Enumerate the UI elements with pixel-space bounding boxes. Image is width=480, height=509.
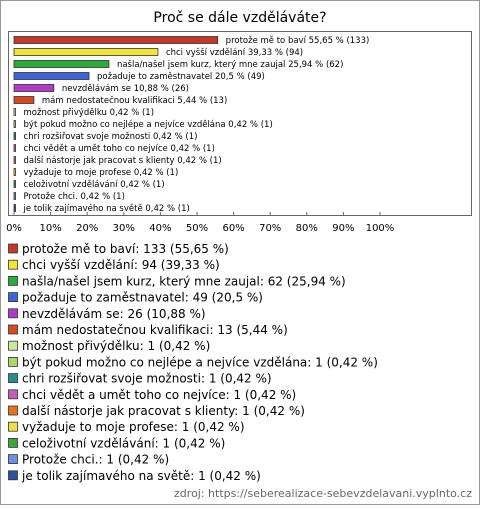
legend-label: našla/našel jsem kurz, který mne zaujal:… [22, 274, 346, 288]
x-tick-label: 10% [39, 223, 61, 234]
x-tick-label: 80% [296, 223, 318, 234]
x-tick-label: 90% [332, 223, 354, 234]
bar-label: celoživotní vzdělávání 0,42 % (1) [24, 180, 165, 190]
chart-title: Proč se dále vzděláváte? [153, 10, 326, 26]
bar [13, 108, 16, 116]
legend-swatch [8, 275, 18, 286]
bar-label: Protože chci. 0,42 % (1) [24, 192, 125, 202]
bar [13, 168, 16, 176]
bar [13, 132, 16, 140]
x-tick-label: 50% [186, 223, 208, 234]
bar-label: mám nedostatečnou kvalifikaci 5,44 % (13… [42, 95, 227, 106]
legend-label: nevzdělávám se: 26 (10,88 %) [22, 307, 206, 321]
bar [13, 84, 55, 92]
legend-swatch [8, 470, 18, 481]
bar-label: protože mě to baví 55,65 % (133) [226, 36, 370, 46]
legend-label: chci vyšší vzdělání: 94 (39,33 %) [22, 258, 220, 272]
x-tick-label: 70% [259, 223, 281, 234]
legend-swatch [8, 292, 18, 303]
x-tick-label: 20% [76, 223, 98, 234]
legend-label: Protože chci.: 1 (0,42 %) [22, 453, 169, 467]
bar-label: našla/našel jsem kurz, který mne zaujal … [117, 59, 343, 70]
legend-label: další nástorje jak pracovat s klienty: 1… [22, 404, 305, 418]
legend-label: je tolik zajímavého na světě: 1 (0,42 %) [21, 469, 261, 483]
legend-swatch [8, 421, 18, 432]
legend-label: celoživotní vzdělávání: 1 (0,42 %) [22, 436, 225, 450]
legend-swatch [8, 340, 18, 351]
bar-label: chri rozšiřovat svoje možnosti 0,42 % (1… [24, 131, 198, 142]
bar-label: možnost přivýdělku 0,42 % (1) [24, 108, 155, 118]
bar [13, 96, 35, 104]
bar [13, 204, 16, 212]
bar-label: požaduje to zaměstnavatel 20,5 % (49) [97, 72, 265, 82]
legend-swatch [8, 356, 18, 367]
bar [13, 60, 110, 68]
source-note: zdroj: https://seberealizace-sebevzdelav… [174, 487, 472, 500]
bar [13, 36, 219, 44]
legend-label: chri rozšiřovat svoje možnosti: 1 (0,42 … [22, 372, 272, 386]
bar [13, 48, 159, 56]
bar-label: nevzdělávám se 10,88 % (26) [62, 84, 189, 94]
bar [13, 156, 16, 164]
bar [13, 72, 90, 80]
legend-swatch [8, 259, 18, 270]
legend-swatch [8, 324, 18, 335]
bar-label: chci vědět a umět toho co nejvíce 0,42 %… [24, 144, 215, 154]
legend-label: možnost přivýdělku: 1 (0,42 %) [22, 339, 210, 353]
bar-label: chci vyšší vzdělání 39,33 % (94) [166, 47, 303, 58]
legend-swatch [8, 373, 18, 384]
legend-label: protože mě to baví: 133 (55,65 %) [22, 242, 229, 256]
legend-swatch [8, 308, 18, 319]
bar-label: být pokud možno co nejlépe a nejvíce vzd… [24, 119, 273, 130]
x-tick-label: 30% [113, 223, 135, 234]
bar [13, 192, 16, 200]
legend-label: požaduje to zaměstnavatel: 49 (20,5 %) [22, 291, 263, 305]
legend-swatch [8, 243, 18, 254]
x-tick-label: 100% [366, 223, 395, 234]
bar [13, 120, 16, 128]
bar-label: je tolik zajímavého na světě 0,42 % (1) [23, 203, 190, 214]
legend-label: vyžaduje to moje profese: 1 (0,42 %) [22, 420, 245, 434]
legend-label: být pokud možno co nejlépe a nejvíce vzd… [22, 355, 378, 369]
bar [13, 144, 16, 152]
bar [13, 180, 16, 188]
x-tick-label: 60% [222, 223, 244, 234]
legend-swatch [8, 437, 18, 448]
legend-swatch [8, 454, 18, 465]
x-tick-label: 40% [149, 223, 171, 234]
legend-swatch [8, 405, 18, 416]
bar-label: další nástorje jak pracovat s klienty 0,… [24, 155, 222, 166]
bar-label: vyžaduje to moje profese 0,42 % (1) [24, 168, 179, 178]
legend-label: mám nedostatečnou kvalifikaci: 13 (5,44 … [22, 323, 288, 337]
legend-swatch [8, 389, 18, 400]
x-tick-label: 0% [6, 223, 22, 234]
legend-label: chci vědět a umět toho co nejvíce: 1 (0,… [22, 388, 296, 402]
